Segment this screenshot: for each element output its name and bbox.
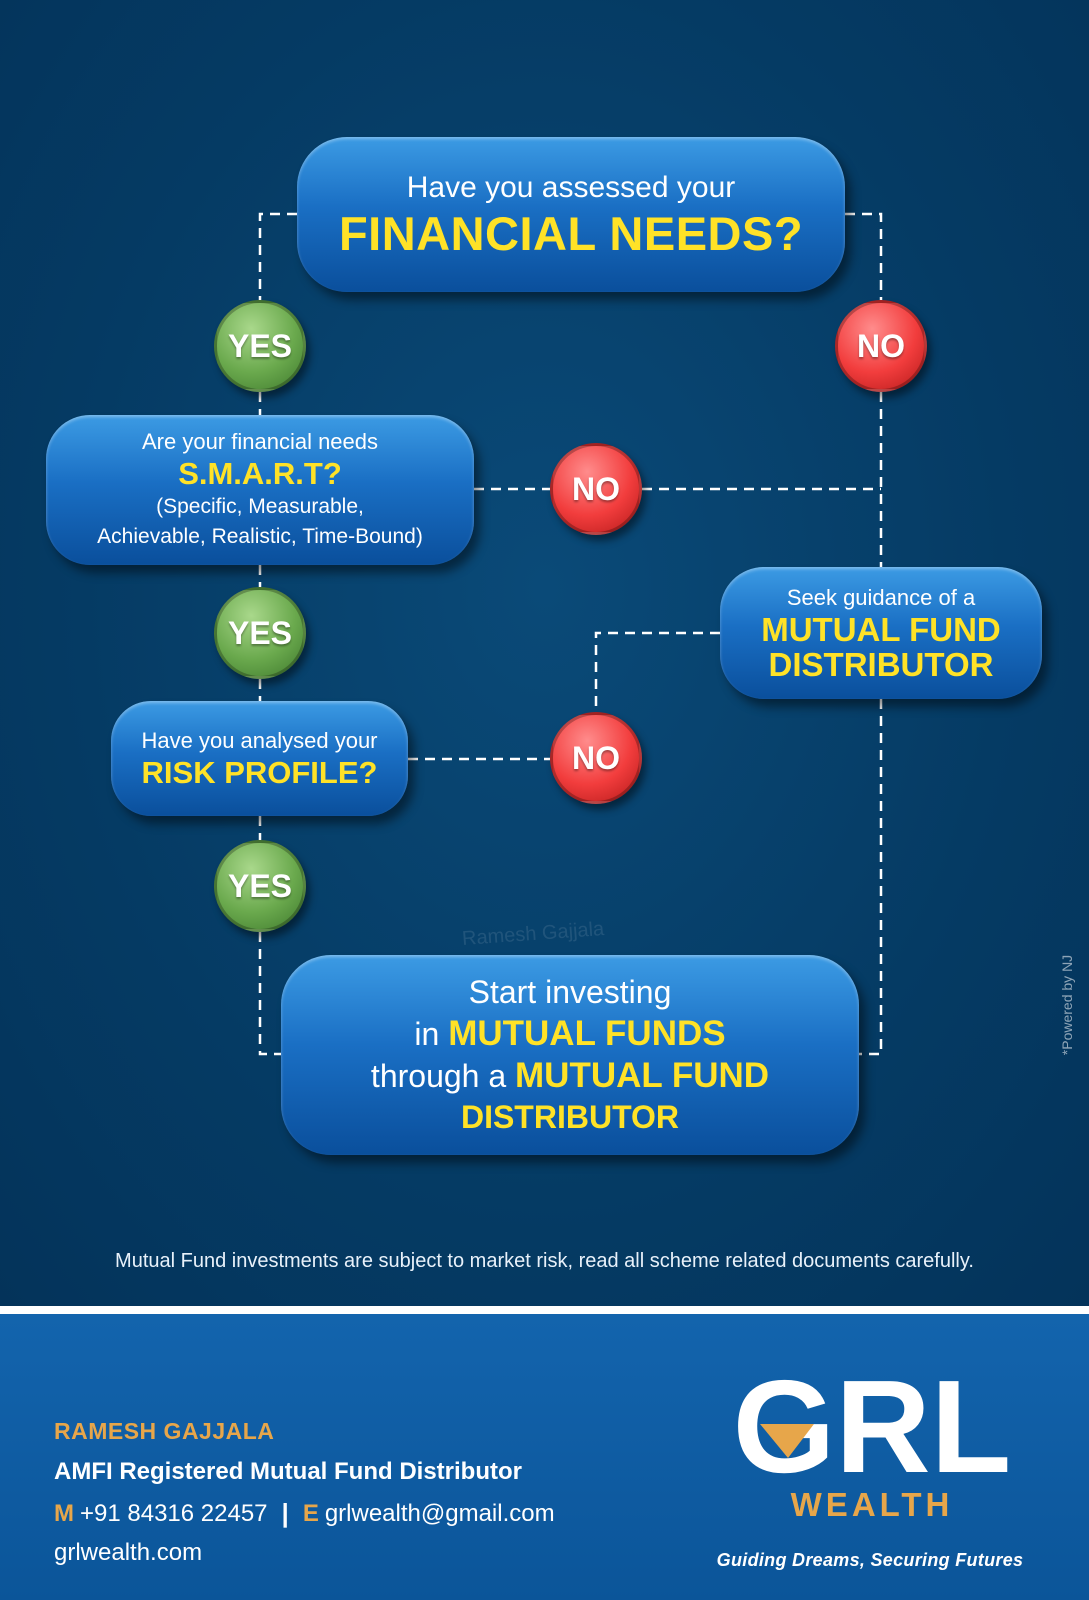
connector-q1-to-yes: [258, 212, 297, 300]
yes-badge-3: YES: [214, 840, 306, 932]
contact-role: AMFI Registered Mutual Fund Distributor: [54, 1458, 522, 1485]
question-risk-profile-pre: Have you analysed your: [141, 727, 378, 753]
result-line-2: in MUTUAL FUNDS: [414, 1013, 725, 1055]
result-line-2-highlight: MUTUAL FUNDS: [448, 1014, 726, 1053]
logo-text: GRL: [733, 1360, 1012, 1485]
action-seek-guidance-highlight2: DISTRIBUTOR: [768, 646, 994, 683]
connector-guidance-to-result: [859, 699, 883, 1056]
yes-badge-2: YES: [214, 587, 306, 679]
result-start-investing: Start investing in MUTUAL FUNDS through …: [281, 955, 859, 1155]
connector-yes3-to-result: [258, 932, 281, 1056]
mobile-label: M: [54, 1499, 74, 1527]
question-financial-needs-highlight: FINANCIAL NEEDS?: [338, 206, 804, 260]
action-seek-guidance-pre: Seek guidance of a: [786, 585, 976, 610]
result-line-3-pre: through a: [370, 1058, 507, 1094]
flowchart-connectors: [258, 212, 883, 1056]
question-financial-needs: Have you assessed your FINANCIAL NEEDS?: [297, 137, 845, 292]
no-badge-3: NO: [550, 712, 642, 804]
question-smart-sub1: (Specific, Measurable,: [156, 495, 364, 518]
disclaimer: Mutual Fund investments are subject to m…: [115, 1250, 974, 1272]
email-link[interactable]: grlwealth@gmail.com: [324, 1499, 555, 1527]
action-seek-guidance: Seek guidance of a MUTUAL FUND DISTRIBUT…: [720, 567, 1042, 699]
footer: [0, 1314, 1089, 1600]
question-risk-profile-highlight: RISK PROFILE?: [141, 754, 378, 790]
logo-wealth: WEALTH: [790, 1486, 954, 1523]
question-smart-pre: Are your financial needs: [141, 429, 379, 454]
question-smart-sub2: Achievable, Realistic, Time-Bound): [97, 525, 423, 548]
email-label: E: [302, 1499, 319, 1527]
logo-arrow-icon: [760, 1424, 814, 1458]
action-seek-guidance-highlight1: MUTUAL FUND: [761, 611, 1001, 648]
connector-q1-to-no: [845, 212, 883, 300]
question-smart-highlight: S.M.A.R.T?: [178, 456, 342, 491]
result-line-3: through a MUTUAL FUND: [371, 1055, 769, 1097]
contact-name: RAMESH GAJJALA: [54, 1418, 275, 1444]
yes-badge-1: YES: [214, 300, 306, 392]
result-line-3-highlight: MUTUAL FUND: [515, 1056, 770, 1095]
result-line-4: DISTRIBUTOR: [460, 1099, 680, 1135]
website-link[interactable]: grlwealth.com: [54, 1539, 203, 1566]
powered-by-note: *Powered by NJ: [1059, 954, 1075, 1056]
result-line-1: Start investing: [468, 974, 672, 1010]
no-badge-1: NO: [835, 300, 927, 392]
question-financial-needs-pre: Have you assessed your: [406, 170, 736, 204]
mobile-number[interactable]: +91 84316 22457: [80, 1499, 268, 1527]
tagline: Guiding Dreams, Securing Futures: [716, 1550, 1024, 1570]
connector-guidance-to-no3: [594, 631, 720, 712]
result-line-2-pre: in: [414, 1016, 440, 1052]
question-smart: Are your financial needs S.M.A.R.T? (Spe…: [46, 415, 474, 565]
contact-separator: |: [281, 1498, 289, 1528]
contact-details: M +91 84316 22457 | E grlwealth@gmail.co…: [54, 1498, 555, 1529]
question-risk-profile: Have you analysed your RISK PROFILE?: [111, 701, 408, 816]
no-badge-2: NO: [550, 443, 642, 535]
grl-logo: GRL: [733, 1360, 1012, 1485]
footer-separator: [0, 1306, 1089, 1314]
